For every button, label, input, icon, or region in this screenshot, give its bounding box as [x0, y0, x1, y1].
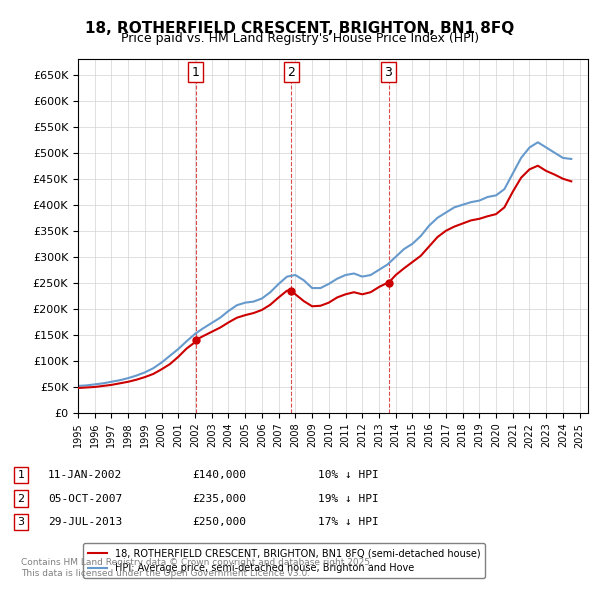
- Text: This data is licensed under the Open Government Licence v3.0.: This data is licensed under the Open Gov…: [21, 569, 310, 578]
- Text: 29-JUL-2013: 29-JUL-2013: [48, 517, 122, 527]
- Text: 11-JAN-2002: 11-JAN-2002: [48, 470, 122, 480]
- Text: £235,000: £235,000: [192, 494, 246, 503]
- Text: 1: 1: [191, 65, 199, 78]
- Text: 2: 2: [287, 65, 295, 78]
- Legend: 18, ROTHERFIELD CRESCENT, BRIGHTON, BN1 8FQ (semi-detached house), HPI: Average : 18, ROTHERFIELD CRESCENT, BRIGHTON, BN1 …: [83, 543, 485, 578]
- Text: 17% ↓ HPI: 17% ↓ HPI: [318, 517, 379, 527]
- Text: Contains HM Land Registry data © Crown copyright and database right 2025.: Contains HM Land Registry data © Crown c…: [21, 558, 373, 566]
- Text: 18, ROTHERFIELD CRESCENT, BRIGHTON, BN1 8FQ: 18, ROTHERFIELD CRESCENT, BRIGHTON, BN1 …: [85, 21, 515, 35]
- Text: £250,000: £250,000: [192, 517, 246, 527]
- Text: 05-OCT-2007: 05-OCT-2007: [48, 494, 122, 503]
- Text: 2: 2: [17, 494, 25, 503]
- Text: £140,000: £140,000: [192, 470, 246, 480]
- Text: 3: 3: [17, 517, 25, 527]
- Text: Price paid vs. HM Land Registry's House Price Index (HPI): Price paid vs. HM Land Registry's House …: [121, 32, 479, 45]
- Text: 19% ↓ HPI: 19% ↓ HPI: [318, 494, 379, 503]
- Text: 3: 3: [385, 65, 392, 78]
- Text: 1: 1: [17, 470, 25, 480]
- Text: 10% ↓ HPI: 10% ↓ HPI: [318, 470, 379, 480]
